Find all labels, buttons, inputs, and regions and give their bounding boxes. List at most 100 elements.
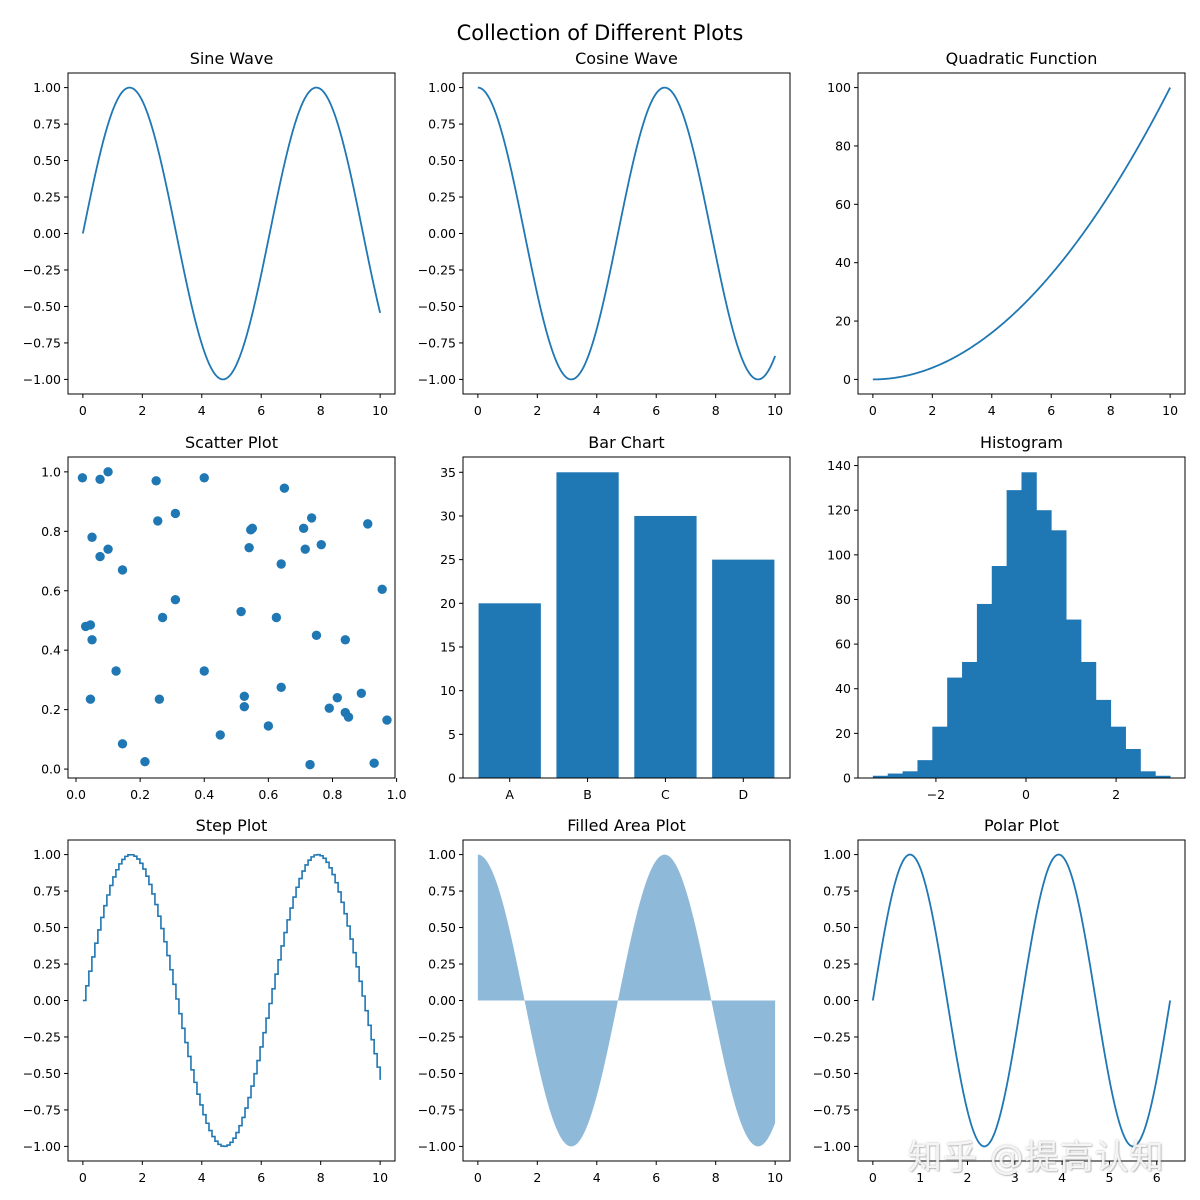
y-tick-label: 0 xyxy=(843,771,851,786)
x-tick-label: 1 xyxy=(916,1170,924,1185)
y-tick-label: 0.75 xyxy=(33,884,61,899)
subplot-7: Step Plot −1.00 −0.75 −0.50 −0.25 0.00 0.25 0.5… xyxy=(23,816,396,1185)
y-tick-label: −0.25 xyxy=(23,1029,61,1044)
scatter-point xyxy=(95,474,105,484)
x-tick-label: 4 xyxy=(1058,1170,1066,1185)
axes-frame xyxy=(462,72,791,395)
y-tick-label: 0.50 xyxy=(33,920,61,935)
axes-frame xyxy=(857,839,1186,1162)
x-tick-label: 0.6 xyxy=(258,787,278,802)
scatter-point xyxy=(154,694,165,704)
x-tick-label: 8 xyxy=(1107,403,1115,418)
scatter-point xyxy=(244,542,254,553)
scatter-point xyxy=(95,551,105,562)
histogram-bin xyxy=(1095,699,1112,778)
y-tick-label: 0.25 xyxy=(428,957,456,972)
y-tick-label: −0.25 xyxy=(418,262,456,277)
x-tick-label: 4 xyxy=(593,403,601,418)
x-tick-label: 3 xyxy=(1011,1170,1019,1185)
subplot-2: Cosine Wave −1.00 −0.75 −0.50 −0.25 0.00 0.25 0… xyxy=(418,49,791,418)
histogram-bin xyxy=(1051,530,1067,778)
x-tick-label: 6 xyxy=(257,1170,265,1185)
bar xyxy=(556,472,619,778)
x-tick-label: 0 xyxy=(1022,787,1030,802)
y-tick-label: 0.2 xyxy=(41,702,61,717)
scatter-point xyxy=(157,612,168,623)
scatter-point xyxy=(316,539,326,550)
plot-area xyxy=(872,472,1171,778)
scatter-point xyxy=(117,565,128,575)
y-tick-label: 0.00 xyxy=(823,993,851,1008)
x-tick-label: 6 xyxy=(1047,403,1055,418)
subplot-title: Histogram xyxy=(980,433,1063,452)
y-tick-label: 60 xyxy=(835,637,851,652)
y-tick-label: 0.00 xyxy=(428,993,456,1008)
x-tick-label: A xyxy=(505,787,514,802)
axes-frame xyxy=(462,839,791,1162)
y-tick-label: −0.50 xyxy=(23,299,61,314)
x-tick-label: 10 xyxy=(372,403,388,418)
x-tick-label: B xyxy=(583,787,592,802)
y-tick-label: −0.75 xyxy=(418,335,456,350)
y-tick-label: 30 xyxy=(440,508,456,523)
subplot-title: Filled Area Plot xyxy=(567,816,686,835)
y-tick-label: 140 xyxy=(827,458,851,473)
x-tick-label: 0.0 xyxy=(66,787,86,802)
y-tick-label: 0.25 xyxy=(33,190,61,205)
histogram-bin xyxy=(1006,490,1022,778)
y-tick-label: 1.00 xyxy=(33,847,61,862)
y-tick-label: 0.75 xyxy=(428,117,456,132)
subplot-title: Sine Wave xyxy=(190,49,274,68)
x-tick-label: 0 xyxy=(869,403,877,418)
y-tick-label: −0.75 xyxy=(23,1102,61,1117)
histogram-bin xyxy=(1066,619,1082,778)
subplot-title: Scatter Plot xyxy=(185,433,278,452)
y-tick-label: 35 xyxy=(440,465,456,480)
y-tick-label: −1.00 xyxy=(418,1139,456,1154)
plot-area xyxy=(872,87,1171,381)
x-tick-label: 4 xyxy=(198,403,206,418)
scatter-point xyxy=(85,620,96,630)
x-tick-label: 0 xyxy=(79,403,87,418)
y-tick-label: 0.4 xyxy=(41,643,61,658)
x-tick-label: 8 xyxy=(712,1170,720,1185)
x-tick-label: 0.4 xyxy=(194,787,214,802)
y-tick-label: 100 xyxy=(827,80,851,95)
y-tick-label: 0.00 xyxy=(33,226,61,241)
histogram-bin xyxy=(932,726,948,778)
y-tick-label: 25 xyxy=(440,552,456,567)
scatter-point xyxy=(199,473,209,483)
plot-area xyxy=(477,86,776,381)
watermark: 知乎 @提高认知 xyxy=(908,1138,1165,1178)
y-tick-label: 0.8 xyxy=(41,524,61,539)
x-tick-label: 2 xyxy=(138,403,146,418)
scatter-point xyxy=(305,759,315,770)
histogram-bin xyxy=(976,603,993,778)
x-tick-label: 10 xyxy=(1162,403,1178,418)
y-tick-label: 80 xyxy=(835,592,851,607)
histogram-bin xyxy=(1125,748,1141,778)
histogram-bin xyxy=(917,760,933,778)
axes-frame xyxy=(67,72,396,395)
x-tick-label: 2 xyxy=(1112,787,1120,802)
scatter-point xyxy=(111,666,121,676)
scatter-point xyxy=(170,508,181,519)
x-tick-label: 6 xyxy=(257,403,265,418)
x-tick-label: 4 xyxy=(198,1170,206,1185)
histogram-bin xyxy=(902,771,918,778)
y-tick-label: 100 xyxy=(827,547,851,562)
plot-area xyxy=(478,472,775,778)
x-tick-label: 0 xyxy=(474,403,482,418)
y-tick-label: −1.00 xyxy=(813,1139,851,1154)
bar xyxy=(712,559,775,778)
x-tick-label: 0 xyxy=(869,1170,877,1185)
scatter-point xyxy=(199,666,209,676)
y-tick-label: 1.00 xyxy=(428,80,456,95)
histogram-bin xyxy=(1140,771,1156,778)
plot-area xyxy=(871,853,1172,1148)
x-tick-label: 6 xyxy=(652,1170,660,1185)
histogram-bin xyxy=(1080,661,1097,778)
y-tick-label: 1.00 xyxy=(33,80,61,95)
scatter-point xyxy=(140,756,150,767)
scatter-point xyxy=(87,532,97,542)
